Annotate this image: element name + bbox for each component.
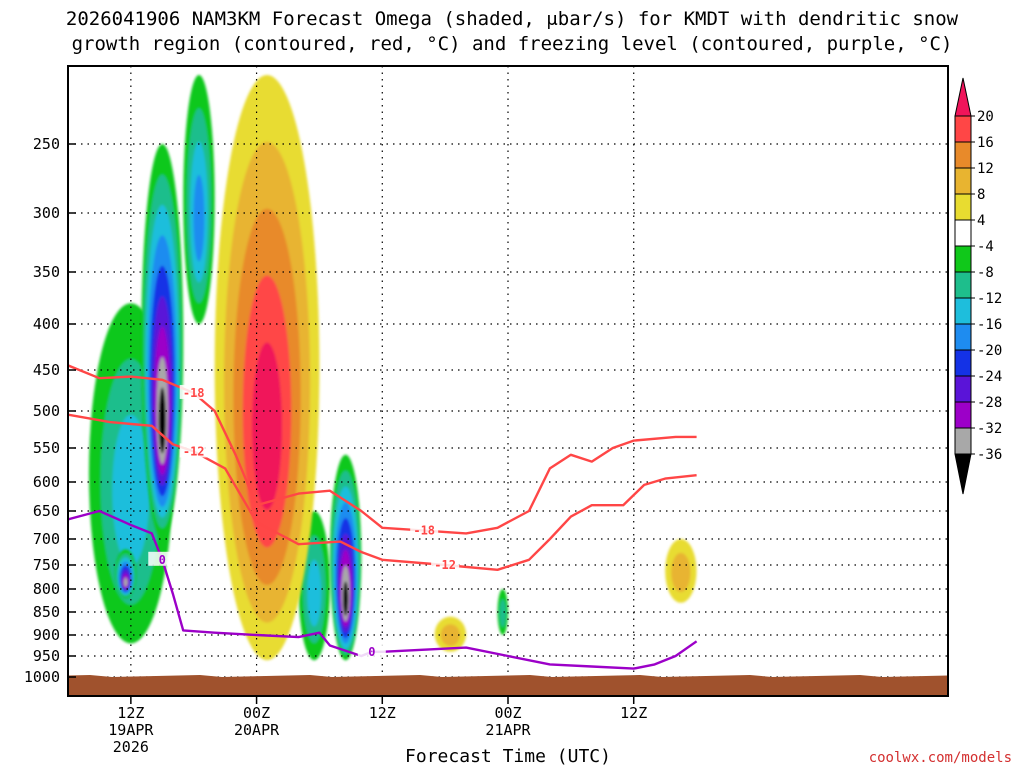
colorbar-top-arrow [954, 77, 972, 117]
omega-blob [141, 144, 184, 539]
colorbar-label: -36 [977, 447, 1002, 463]
colorbar-label: -24 [977, 369, 1002, 385]
colorbar-label: -12 [977, 291, 1002, 307]
omega-blob [183, 75, 215, 324]
colorbar-swatch [954, 375, 972, 403]
omega-level [307, 559, 322, 627]
grid-lines [68, 66, 948, 696]
contour-label: 0 [159, 553, 166, 567]
omega-blob [214, 75, 320, 661]
colorbar-swatch [954, 323, 972, 351]
y-tick-label: 450 [33, 361, 60, 379]
y-tick-label: 400 [33, 315, 60, 333]
colorbar-swatch [954, 193, 972, 221]
colorbar-label: -28 [977, 395, 1002, 411]
omega-blob [434, 616, 467, 652]
colorbar-swatch [954, 167, 972, 195]
y-tick-label: 350 [33, 263, 60, 281]
colorbar-swatch [954, 427, 972, 455]
y-tick-label: 550 [33, 439, 60, 457]
y-tick-label: 1000 [24, 668, 60, 686]
colorbar-label: 16 [977, 135, 994, 151]
contour-label: -12 [183, 444, 205, 458]
colorbar-swatch [954, 349, 972, 377]
omega-level [671, 552, 691, 593]
y-axis: 250 300 350 400 450 500 550 600 650 700 750 800 850 9… [24, 135, 76, 686]
colorbar-label: 4 [977, 213, 985, 229]
colorbar-swatch [954, 401, 972, 429]
y-tick-label: 650 [33, 502, 60, 520]
contour-label-bg [148, 551, 177, 566]
contour-label: -18 [413, 524, 435, 538]
y-tick-label: 750 [33, 556, 60, 574]
y-tick-label: 500 [33, 402, 60, 420]
x-tick-label: 00Z [243, 704, 270, 722]
credit-text: coolwx.com/models [869, 750, 1012, 766]
terrain [68, 675, 948, 696]
x-tick-label: 12Z [117, 704, 144, 722]
colorbar: 20 16 12 8 4 -4 -8 -12 -16 -20 -24 -28 -32 -36 [954, 77, 1002, 495]
colorbar-label: 8 [977, 187, 985, 203]
contour-label: -18 [183, 386, 205, 400]
omega-blob [665, 539, 697, 603]
omega-level [440, 624, 461, 646]
omega-level [252, 342, 283, 510]
contour-label-bg [431, 557, 460, 571]
omega-level [123, 577, 128, 587]
x-tick-label: 21APR [485, 721, 531, 739]
y-tick-label: 300 [33, 204, 60, 222]
colorbar-swatch [954, 271, 972, 299]
y-tick-label: 800 [33, 580, 60, 598]
omega-blob [497, 589, 508, 635]
contour-label-bg [410, 522, 439, 537]
colorbar-swatch [954, 297, 972, 325]
y-tick-label: 950 [33, 647, 60, 665]
y-tick-label: 700 [33, 530, 60, 548]
x-tick-label: 12Z [369, 704, 396, 722]
colorbar-label: 20 [977, 109, 994, 125]
x-tick-label: 12Z [620, 704, 647, 722]
temperature-contours: -12 -12 -18 -18 0 0 [68, 364, 698, 670]
omega-blob [329, 454, 362, 661]
colorbar-swatch [954, 245, 972, 273]
colorbar-label: -8 [977, 265, 994, 281]
y-tick-label: 900 [33, 626, 60, 644]
omega-level [499, 598, 506, 628]
x-tick-label: 19APR [108, 721, 154, 739]
colorbar-label: -32 [977, 421, 1002, 437]
contour-label-bg [357, 643, 386, 658]
colorbar-swatch [954, 219, 972, 247]
colorbar-label: 12 [977, 161, 994, 177]
y-tick-label: 250 [33, 135, 60, 153]
omega-level [193, 174, 205, 262]
y-tick-label: 850 [33, 603, 60, 621]
colorbar-swatch [954, 115, 972, 143]
chart-title-line2: growth region (contoured, red, °C) and f… [72, 33, 953, 55]
x-tick-label: 20APR [234, 721, 280, 739]
terrain-fill [68, 675, 948, 696]
x-axis-label: Forecast Time (UTC) [405, 746, 611, 767]
omega-level [158, 387, 166, 454]
colorbar-label: -20 [977, 343, 1002, 359]
x-tick-label: 00Z [494, 704, 521, 722]
colorbar-swatch [954, 141, 972, 169]
contour-label-bg [179, 384, 208, 399]
x-tick-label: 2026 [113, 738, 149, 756]
contour-label-bg [179, 443, 208, 458]
colorbar-label: -16 [977, 317, 1002, 333]
omega-level [343, 581, 349, 616]
colorbar-bottom-arrow [954, 453, 972, 495]
colorbar-label: -4 [977, 239, 994, 255]
contour-label: 0 [368, 645, 375, 659]
omega-blob [115, 549, 137, 599]
omega-shading [88, 75, 697, 661]
contour-label: -12 [434, 558, 456, 572]
chart-title-line1: 2026041906 NAM3KM Forecast Omega (shaded… [66, 8, 959, 30]
y-tick-label: 600 [33, 473, 60, 491]
